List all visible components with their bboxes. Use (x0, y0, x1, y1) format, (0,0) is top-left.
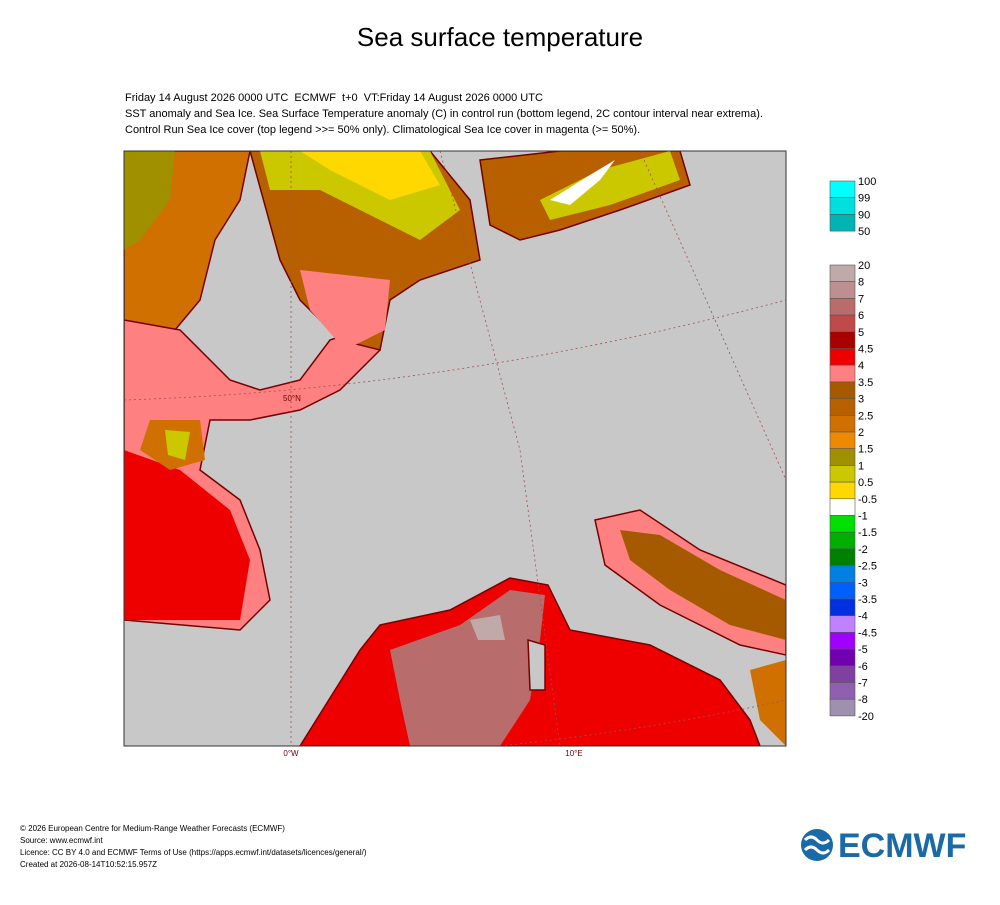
legend-label: 2 (858, 427, 864, 439)
legend-label: -5 (858, 644, 868, 656)
legend-label: 90 (858, 209, 870, 221)
legend-label: -2 (858, 544, 868, 556)
legend-swatch (829, 615, 856, 633)
legend-label: 1.5 (858, 444, 873, 456)
legend-label: -7 (858, 678, 868, 690)
legend-label: -3 (858, 577, 868, 589)
legend-label: 3 (858, 394, 864, 406)
footer-line: Source: www.ecmwf.int (20, 836, 103, 845)
legend-swatch (829, 314, 856, 333)
header-line: SST anomaly and Sea Ice. Sea Surface Tem… (125, 108, 763, 120)
legend-swatch (829, 648, 856, 667)
legend-label: -6 (858, 661, 868, 673)
legend-label: -0.5 (858, 494, 877, 506)
legend-label: 3.5 (858, 377, 873, 389)
legend-label: -1.5 (858, 527, 877, 539)
legend-swatch (829, 682, 856, 700)
legend-label: -8 (858, 694, 868, 706)
legend-swatch (829, 281, 856, 299)
legend-label: -1 (858, 511, 868, 523)
legend-label: 2.5 (858, 410, 873, 422)
legend-label: 100 (858, 176, 876, 188)
legend-label: 7 (858, 293, 864, 305)
legend-swatch (829, 381, 856, 399)
legend-label: 8 (858, 277, 864, 289)
title: Sea surface temperature (357, 22, 643, 52)
logo: ECMWF (801, 827, 966, 865)
legend-swatch (829, 698, 856, 717)
lon-label: 0°W (283, 749, 299, 758)
legend-swatch (829, 565, 856, 583)
map (124, 151, 786, 746)
footer-line: Created at 2026-08-14T10:52:15.957Z (20, 860, 157, 869)
legend-swatch (829, 431, 856, 450)
legend-label: 20 (858, 260, 870, 272)
legend-swatch (829, 548, 856, 566)
legends: 100 99 90 50 20 8 7 6 5 4.5 4 3.5 3 2.5 2 1.5 1 0.5 -0.5 -1… (829, 176, 877, 723)
logo-text: ECMWF (838, 827, 966, 865)
legend-label: -4.5 (858, 627, 877, 639)
header-line: Control Run Sea Ice cover (top legend >>… (125, 124, 640, 136)
lat-label: 50°N (283, 394, 301, 403)
legend-swatch (829, 632, 856, 650)
legend-label: 6 (858, 310, 864, 322)
legend-label: 0.5 (858, 477, 873, 489)
footer-line: © 2026 European Centre for Medium-Range … (20, 824, 285, 833)
legend-label: 1 (858, 460, 864, 472)
legend-swatch (829, 214, 856, 232)
legend-swatch (829, 364, 856, 383)
legend-label: 50 (858, 226, 870, 238)
legend-swatch (829, 581, 856, 600)
legend-swatch (829, 481, 856, 500)
legend-swatch (829, 665, 856, 683)
legend-swatch (829, 465, 856, 483)
legend-swatch (829, 531, 856, 550)
map-frame (123, 150, 787, 747)
legend-swatch (829, 331, 856, 349)
legend-swatch (829, 414, 856, 433)
legend-swatch (829, 398, 856, 416)
legend-label: -20 (858, 711, 874, 723)
legend-swatch (829, 264, 856, 283)
legend-swatch (829, 180, 856, 199)
legend-label: 4.5 (858, 344, 873, 356)
legend-swatch (829, 515, 856, 533)
legend-label: -4 (858, 611, 868, 623)
header-line: Friday 14 August 2026 0000 UTC ECMWF t+0… (125, 92, 543, 104)
lon-label: 10°E (565, 749, 582, 758)
legend-label: 99 (858, 193, 870, 205)
legend-swatch (829, 448, 856, 466)
legend-swatch (829, 598, 856, 617)
legend-swatch (829, 298, 856, 316)
legend-swatch (829, 197, 856, 215)
legend-label: 4 (858, 360, 864, 372)
legend-swatch (829, 498, 856, 516)
legend-swatch (829, 348, 856, 366)
legend-label: -2.5 (858, 561, 877, 573)
legend-label: -3.5 (858, 594, 877, 606)
legend-label: 5 (858, 327, 864, 339)
footer-line: Licence: CC BY 4.0 and ECMWF Terms of Us… (20, 848, 367, 857)
